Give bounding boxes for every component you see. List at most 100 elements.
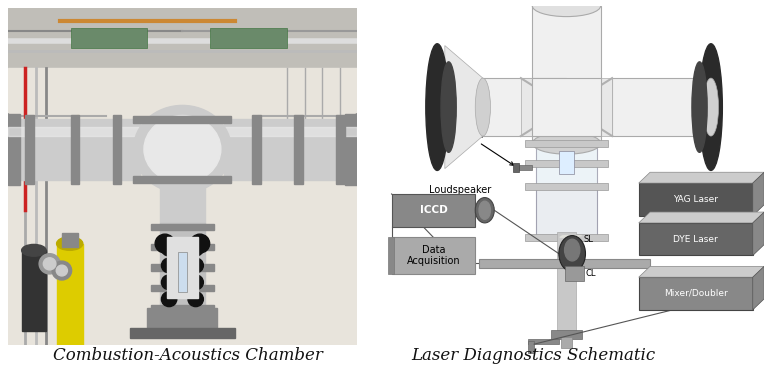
Bar (479, 259, 650, 268)
Bar (252, 115, 261, 183)
Bar (517, 165, 532, 170)
Bar (151, 265, 214, 270)
Bar (551, 330, 581, 339)
Text: Data
Acquisition: Data Acquisition (406, 245, 460, 266)
Bar (536, 143, 597, 187)
Polygon shape (560, 236, 581, 237)
Polygon shape (639, 172, 764, 183)
Bar (160, 223, 205, 311)
Bar (151, 224, 214, 230)
Bar (130, 328, 235, 338)
Bar (460, 78, 567, 136)
Ellipse shape (134, 105, 231, 193)
Bar (178, 252, 187, 293)
Circle shape (155, 234, 174, 253)
Ellipse shape (425, 44, 449, 170)
Ellipse shape (532, 0, 601, 16)
Bar (8, 8, 357, 68)
Circle shape (43, 258, 56, 270)
Polygon shape (753, 172, 764, 216)
Bar (521, 78, 612, 136)
Text: ICCD: ICCD (419, 205, 447, 215)
Polygon shape (753, 212, 764, 255)
Circle shape (188, 275, 204, 290)
Circle shape (161, 258, 177, 273)
Bar (57, 244, 83, 345)
FancyBboxPatch shape (392, 194, 475, 226)
Bar (112, 115, 121, 183)
Bar (151, 285, 214, 291)
Bar (147, 308, 217, 331)
Circle shape (39, 254, 60, 274)
Bar (345, 114, 357, 185)
Ellipse shape (22, 244, 46, 256)
Bar (22, 250, 46, 331)
Circle shape (161, 241, 177, 256)
Polygon shape (753, 266, 764, 310)
Bar (8, 68, 357, 345)
Bar (336, 115, 345, 183)
Ellipse shape (532, 133, 601, 154)
Ellipse shape (564, 239, 580, 261)
Circle shape (56, 265, 68, 276)
Text: CL: CL (585, 269, 596, 278)
Bar (224, 119, 357, 180)
Text: YAG Laser: YAG Laser (674, 195, 718, 204)
Bar (62, 234, 78, 247)
Bar (536, 187, 597, 237)
Bar (8, 114, 20, 185)
Ellipse shape (700, 44, 723, 170)
Ellipse shape (559, 236, 585, 272)
Circle shape (161, 292, 177, 307)
Ellipse shape (692, 62, 707, 152)
Bar (210, 28, 287, 48)
Text: Loudspeaker: Loudspeaker (429, 185, 492, 195)
Bar (71, 115, 79, 183)
Bar (525, 234, 608, 241)
Ellipse shape (703, 78, 719, 136)
Bar (151, 244, 214, 250)
Bar (513, 163, 519, 172)
Bar (525, 183, 608, 190)
Text: DYE Laser: DYE Laser (674, 235, 718, 244)
Bar (8, 127, 357, 136)
Polygon shape (445, 46, 483, 169)
Bar (525, 140, 608, 147)
Circle shape (188, 241, 204, 256)
Ellipse shape (144, 116, 221, 183)
Bar (151, 305, 214, 311)
Text: Laser Diagnostics Schematic: Laser Diagnostics Schematic (412, 347, 656, 364)
Bar (532, 78, 601, 136)
Ellipse shape (441, 62, 456, 152)
Bar (561, 337, 572, 348)
Ellipse shape (350, 114, 364, 185)
FancyBboxPatch shape (639, 277, 753, 310)
FancyBboxPatch shape (392, 237, 475, 273)
Bar (151, 157, 214, 164)
Bar (557, 232, 576, 331)
FancyBboxPatch shape (639, 223, 753, 255)
Text: SL: SL (584, 235, 594, 244)
Bar (8, 119, 141, 180)
Polygon shape (639, 212, 764, 223)
Text: Combustion-Acoustics Chamber: Combustion-Acoustics Chamber (53, 347, 323, 364)
Bar (134, 116, 231, 123)
FancyBboxPatch shape (639, 183, 753, 216)
Polygon shape (639, 266, 764, 277)
Ellipse shape (1, 114, 15, 185)
Circle shape (52, 261, 71, 280)
Ellipse shape (57, 237, 83, 250)
Bar (559, 151, 574, 174)
Bar (71, 28, 147, 48)
Bar (532, 6, 601, 143)
Text: Mixer/Doubler: Mixer/Doubler (664, 289, 727, 298)
Bar (160, 149, 205, 227)
Bar (25, 115, 34, 183)
Circle shape (188, 292, 204, 307)
Bar (134, 175, 231, 183)
Ellipse shape (479, 201, 491, 219)
Circle shape (188, 258, 204, 273)
Circle shape (190, 234, 210, 253)
Text: Loudspeaker: Loudspeaker (657, 185, 720, 195)
Circle shape (161, 275, 177, 290)
